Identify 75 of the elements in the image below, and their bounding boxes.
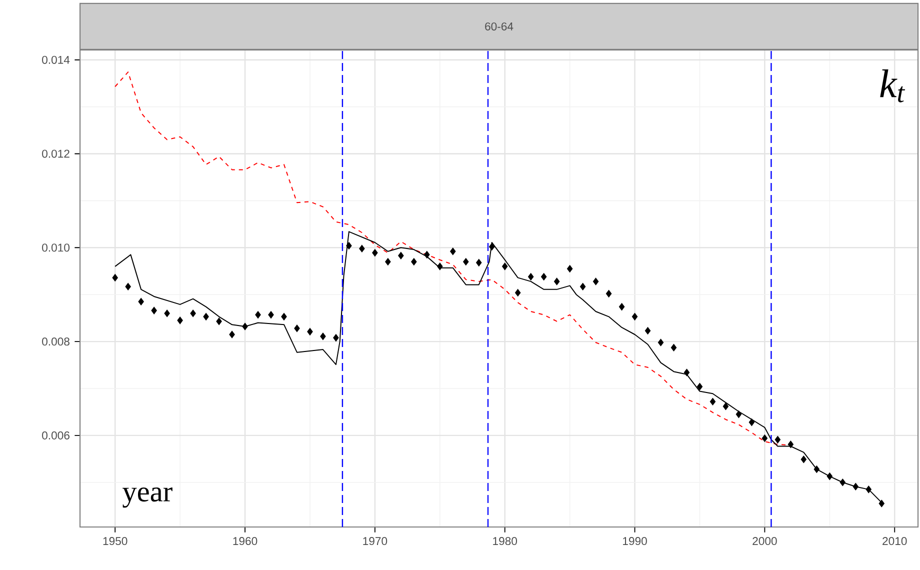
- x-tick-label: 1990: [623, 537, 647, 546]
- x-tick-label: 1950: [103, 537, 128, 546]
- point: [684, 368, 690, 376]
- point: [359, 244, 365, 252]
- point: [190, 310, 196, 318]
- annotation: year: [122, 487, 172, 508]
- x-tick-label: 2000: [752, 537, 777, 546]
- point: [670, 344, 677, 352]
- point: [606, 290, 612, 298]
- point: [112, 274, 118, 282]
- point: [294, 324, 300, 332]
- y-tick-label: 0.006: [42, 431, 70, 440]
- x-tick-label: 1970: [363, 537, 388, 546]
- point: [736, 410, 742, 418]
- point: [696, 382, 703, 390]
- point: [710, 398, 716, 406]
- point: [566, 265, 573, 273]
- point: [878, 500, 885, 508]
- point: [125, 282, 131, 290]
- point: [540, 273, 547, 280]
- point: [463, 258, 469, 266]
- point: [800, 456, 807, 464]
- point: [424, 250, 430, 258]
- point: [748, 418, 755, 426]
- point: [554, 278, 560, 286]
- chart-title: 60-64: [485, 22, 514, 30]
- point: [385, 258, 391, 266]
- point: [255, 311, 261, 319]
- point: [268, 311, 274, 319]
- point: [852, 482, 859, 490]
- point: [346, 242, 352, 250]
- point: [320, 332, 326, 340]
- y-tick-label: 0.014: [42, 56, 70, 64]
- point: [762, 434, 768, 442]
- point: [398, 252, 404, 260]
- point: [528, 273, 534, 280]
- point: [164, 310, 170, 318]
- point: [216, 318, 222, 326]
- point: [151, 306, 157, 314]
- point: [372, 249, 378, 257]
- point: [814, 466, 820, 473]
- point: [866, 486, 872, 494]
- point: [644, 327, 651, 334]
- point: [281, 312, 287, 320]
- point: [632, 312, 638, 320]
- point: [658, 338, 664, 346]
- point: [618, 303, 625, 311]
- point: [788, 440, 794, 448]
- point: [826, 472, 833, 480]
- x-tick-label: 2010: [882, 537, 907, 546]
- point: [514, 288, 521, 296]
- annotation: k$_{t}$: [880, 69, 906, 102]
- point: [840, 478, 846, 486]
- point: [177, 316, 183, 324]
- point: [411, 258, 417, 266]
- point: [580, 282, 586, 290]
- point: [592, 278, 599, 286]
- point: [229, 330, 235, 338]
- point: [774, 436, 781, 444]
- point: [722, 402, 729, 410]
- y-tick-label: 0.010: [42, 244, 70, 252]
- point: [333, 334, 339, 342]
- point: [476, 258, 482, 266]
- point: [138, 298, 144, 306]
- x-tick-label: 1980: [493, 537, 518, 546]
- point: [450, 248, 456, 256]
- y-tick-label: 0.008: [42, 338, 70, 346]
- point: [502, 262, 508, 270]
- point: [307, 328, 313, 336]
- y-tick-label: 0.012: [42, 150, 70, 158]
- point: [488, 242, 495, 250]
- point: [242, 322, 248, 330]
- point: [437, 262, 443, 270]
- point: [203, 312, 209, 320]
- x-tick-label: 1960: [233, 537, 258, 546]
